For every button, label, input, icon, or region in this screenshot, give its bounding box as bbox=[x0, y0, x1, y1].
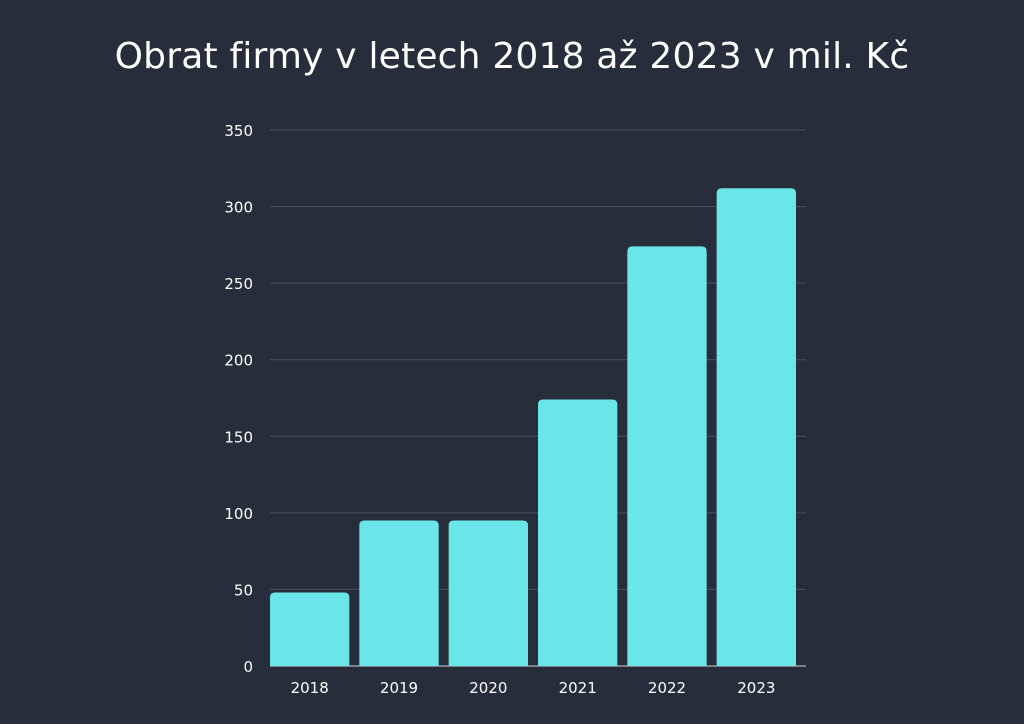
y-tick-label: 50 bbox=[234, 581, 253, 599]
chart-title: Obrat firmy v letech 2018 až 2023 v mil.… bbox=[114, 36, 910, 77]
y-tick-label: 0 bbox=[243, 658, 253, 676]
bar-2023 bbox=[716, 188, 796, 667]
y-axis-ticks: 0 50 100 150 200 250 300 350 bbox=[224, 122, 253, 676]
x-tick-label: 2023 bbox=[737, 679, 775, 697]
y-tick-label: 250 bbox=[224, 275, 253, 293]
y-tick-label: 300 bbox=[224, 199, 253, 217]
y-tick-label: 350 bbox=[224, 122, 253, 140]
y-tick-label: 200 bbox=[224, 352, 253, 370]
x-tick-label: 2022 bbox=[648, 679, 686, 697]
x-tick-label: 2018 bbox=[291, 679, 329, 697]
bars bbox=[270, 188, 796, 667]
x-tick-label: 2020 bbox=[469, 679, 507, 697]
bar-2021 bbox=[538, 399, 618, 666]
x-tick-label: 2021 bbox=[559, 679, 597, 697]
x-axis-ticks: 2018 2019 2020 2021 2022 2023 bbox=[291, 679, 776, 697]
x-tick-label: 2019 bbox=[380, 679, 418, 697]
y-tick-label: 150 bbox=[224, 428, 253, 446]
bar-2019 bbox=[359, 520, 439, 666]
bar-2020 bbox=[448, 520, 528, 666]
bar-2022 bbox=[627, 246, 707, 667]
y-tick-label: 100 bbox=[224, 505, 253, 523]
bar-2018 bbox=[270, 592, 350, 666]
